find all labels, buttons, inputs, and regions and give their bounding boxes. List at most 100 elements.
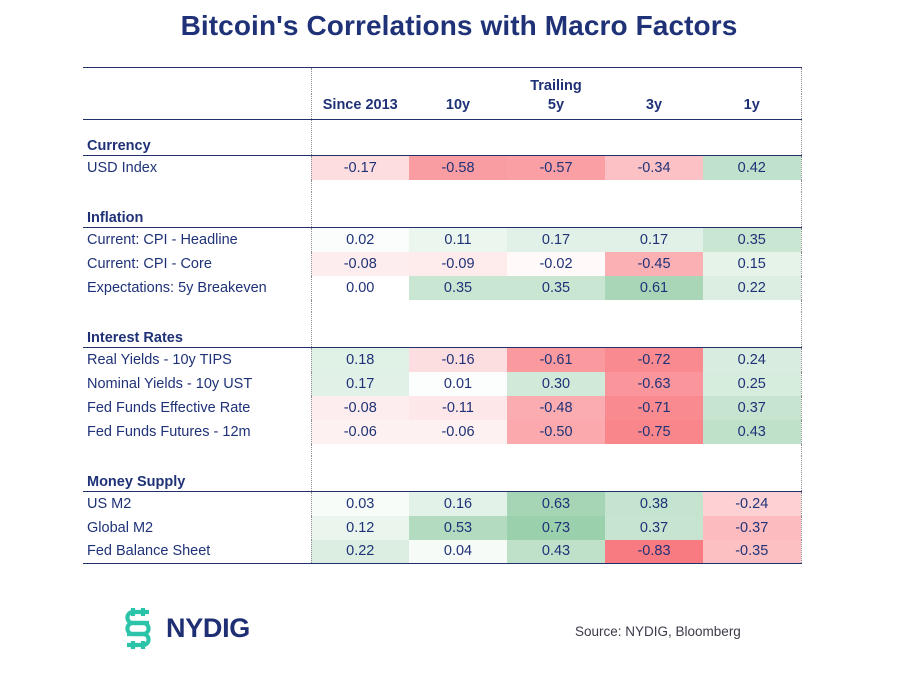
correlation-cell: -0.35 <box>703 539 802 564</box>
gap-cell <box>703 299 802 312</box>
column-header-3y[interactable]: 3y <box>605 93 703 120</box>
correlation-cell: 0.37 <box>703 395 802 420</box>
section-spacer-cell <box>605 191 703 228</box>
correlation-cell: 0.30 <box>507 371 605 396</box>
correlation-cell: 0.25 <box>703 371 802 396</box>
gap-cell <box>83 300 311 312</box>
table-row: Real Yields - 10y TIPS 0.18 -0.16 -0.61 -0.7… <box>83 347 802 372</box>
correlation-cell: 0.15 <box>703 251 802 276</box>
section-spacer-cell <box>507 119 605 156</box>
section-spacer-cell <box>703 119 802 156</box>
correlation-cell: 0.11 <box>409 227 507 252</box>
correlation-table: Trailing Since 2013 10y 5y 3y 1y Currency USD I… <box>83 67 802 564</box>
row-label-fed-funds-futures-12m: Fed Funds Futures - 12m <box>87 423 251 440</box>
gap-cell <box>605 180 703 192</box>
correlation-cell: -0.83 <box>605 539 703 564</box>
table-row: Current: CPI - Headline 0.02 0.11 0.17 0.17 0… <box>83 227 802 252</box>
correlation-cell: 0.18 <box>310 347 409 372</box>
table-row: Fed Funds Effective Rate -0.08 -0.11 -0.48-… <box>83 395 802 420</box>
section-title-inflation: Inflation <box>83 191 311 228</box>
row-label-global-m2: Global M2 <box>87 519 154 536</box>
gap-cell <box>83 444 311 456</box>
section-header-money-supply: Money Supply <box>83 455 802 492</box>
row-label-fed-balance-sheet: Fed Balance Sheet <box>83 539 311 564</box>
correlation-cell: 0.35 <box>507 275 605 300</box>
section-title-currency: Currency <box>83 119 311 156</box>
correlation-cell: -0.61 <box>507 347 605 372</box>
correlation-cell: 0.63 <box>507 491 605 516</box>
correlation-cell: 0.42 <box>703 155 802 180</box>
gap-cell <box>507 300 605 312</box>
column-header-10y[interactable]: 10y <box>409 93 507 120</box>
correlation-cell: -0.50 <box>507 419 605 444</box>
section-spacer-cell <box>605 311 703 348</box>
gap-cell <box>605 300 703 312</box>
correlation-cell: 0.35 <box>703 227 802 252</box>
correlation-cell: 0.37 <box>605 515 703 540</box>
correlation-cell: 0.00 <box>310 275 409 300</box>
correlation-cell: 0.22 <box>703 275 802 300</box>
correlation-cell: -0.75 <box>605 419 703 444</box>
correlation-cell: -0.08 <box>310 395 409 420</box>
correlation-cell: 0.35 <box>409 275 507 300</box>
section-header-inflation: Inflation <box>83 191 802 228</box>
gap-cell <box>310 443 409 456</box>
row-label-expectations-5y-breakeven: Expectations: 5y Breakeven <box>87 279 267 296</box>
correlation-cell: 0.38 <box>605 491 703 516</box>
table-row: Global M2 0.12 0.53 0.73 0.37 -0.37 <box>83 515 802 540</box>
section-spacer-cell <box>310 119 409 156</box>
header-group-label-trailing: Trailing <box>310 67 802 94</box>
section-spacer-cell <box>507 311 605 348</box>
table-row: US M2 0.03 0.16 0.63 0.38 -0.24 <box>83 491 802 516</box>
gap-cell <box>507 444 605 456</box>
correlation-cell: 0.12 <box>310 515 409 540</box>
correlation-cell: -0.34 <box>605 155 703 180</box>
column-header-5y[interactable]: 5y <box>507 93 605 120</box>
table-row: Fed Balance Sheet 0.22 0.04 0.43 -0.83 -0.35 <box>83 539 802 564</box>
section-header-currency: Currency <box>83 119 802 156</box>
correlation-cell: 0.03 <box>310 491 409 516</box>
correlation-cell: -0.08 <box>310 251 409 276</box>
table-row: Expectations: 5y Breakeven 0.00 0.35 0.35 0.… <box>83 275 802 300</box>
correlation-cell: 0.17 <box>310 371 409 396</box>
column-header-1y[interactable]: 1y <box>703 93 802 120</box>
correlation-cell: 0.61 <box>605 275 703 300</box>
gap-cell <box>83 180 311 192</box>
correlation-cell: -0.57 <box>507 155 605 180</box>
correlation-cell: 0.22 <box>310 539 409 564</box>
section-spacer-cell <box>310 455 409 492</box>
gap-cell <box>310 179 409 192</box>
section-spacer-cell <box>507 455 605 492</box>
table-row: USD Index -0.17 -0.58 -0.57 -0.34 0.42 <box>83 155 802 180</box>
section-spacer-cell <box>507 191 605 228</box>
correlation-cell: -0.24 <box>703 491 802 516</box>
gap-cell <box>310 299 409 312</box>
correlation-cell: 0.16 <box>409 491 507 516</box>
section-spacer-cell <box>703 191 802 228</box>
correlation-cell: -0.06 <box>409 419 507 444</box>
table-header-columns-row: Since 2013 10y 5y 3y 1y <box>83 93 802 120</box>
correlation-cell: -0.48 <box>507 395 605 420</box>
nydig-wordmark: NYDIG <box>166 612 251 643</box>
gap-cell <box>409 300 507 312</box>
section-title-interest-rates: Interest Rates <box>83 311 311 348</box>
page-title: Bitcoin's Correlations with Macro Factor… <box>180 10 738 41</box>
correlation-cell: -0.45 <box>605 251 703 276</box>
column-header-since-2013[interactable]: Since 2013 <box>310 93 409 120</box>
nydig-logo: NYDIG <box>118 606 250 650</box>
gap-cell <box>605 444 703 456</box>
table-header-group-row: Trailing <box>83 67 802 94</box>
correlation-cell: 0.04 <box>409 539 507 564</box>
section-spacer-cell <box>310 311 409 348</box>
section-spacer-cell <box>409 191 507 228</box>
correlation-table-container: Trailing Since 2013 10y 5y 3y 1y Currency USD I… <box>83 67 802 564</box>
correlation-cell: -0.58 <box>409 155 507 180</box>
correlation-cell: -0.02 <box>507 251 605 276</box>
correlation-cell: -0.72 <box>605 347 703 372</box>
section-header-interest-rates: Interest Rates <box>83 311 802 348</box>
correlation-cell: -0.17 <box>310 155 409 180</box>
correlation-cell: -0.71 <box>605 395 703 420</box>
correlation-cell: -0.06 <box>310 419 409 444</box>
section-spacer-cell <box>605 455 703 492</box>
row-label-current-cpi-headline: Current: CPI - Headline <box>87 231 238 248</box>
